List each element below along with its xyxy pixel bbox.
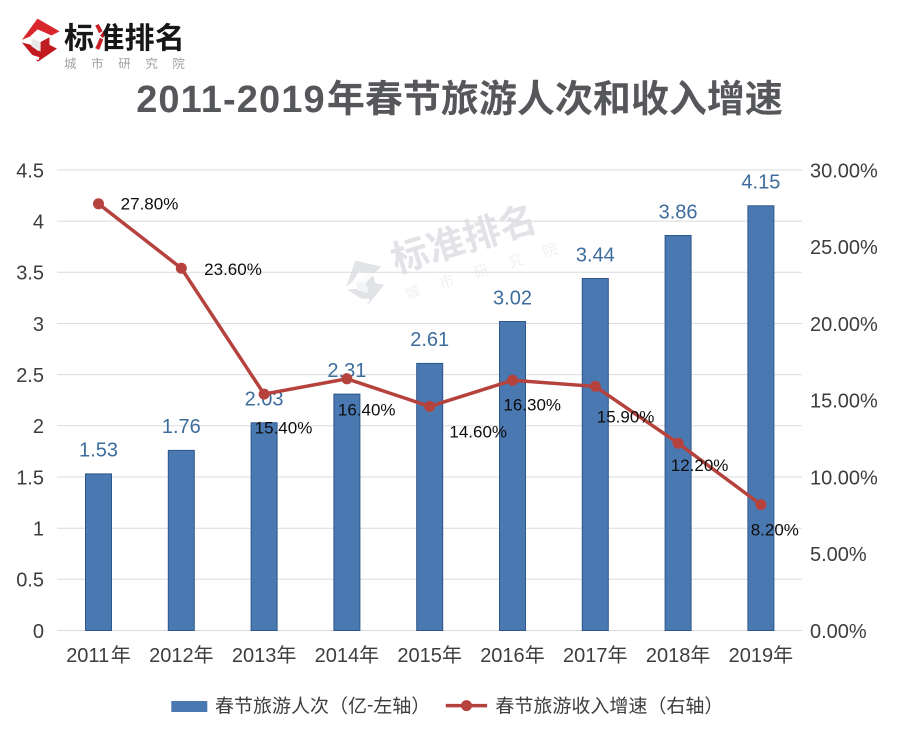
svg-text:2014: 2014	[315, 645, 360, 667]
svg-text:12.20%: 12.20%	[671, 456, 729, 475]
svg-text:2013: 2013	[232, 645, 277, 667]
svg-text:4.5: 4.5	[16, 160, 44, 182]
svg-text:2018: 2018	[646, 645, 691, 667]
svg-text:3.86: 3.86	[659, 201, 698, 223]
svg-text:1.5: 1.5	[16, 467, 44, 489]
svg-text:3.02: 3.02	[493, 287, 532, 309]
svg-text:15.00%: 15.00%	[810, 391, 878, 413]
svg-text:16.40%: 16.40%	[338, 401, 396, 420]
svg-text:2015: 2015	[397, 645, 442, 667]
svg-text:2019: 2019	[729, 645, 774, 667]
svg-text:30.00%: 30.00%	[810, 160, 878, 182]
svg-text:0: 0	[33, 621, 44, 643]
svg-text:2.31: 2.31	[327, 360, 366, 382]
svg-text:1.76: 1.76	[162, 416, 201, 438]
svg-text:8.20%: 8.20%	[751, 520, 799, 539]
svg-text:2012: 2012	[149, 645, 194, 667]
svg-text:-: -	[367, 695, 373, 716]
svg-text:1: 1	[33, 519, 44, 541]
svg-text:0.00%: 0.00%	[810, 621, 867, 643]
svg-text:4.15: 4.15	[741, 172, 780, 194]
svg-text:2.61: 2.61	[410, 329, 449, 351]
svg-text:20.00%: 20.00%	[810, 314, 878, 336]
svg-text:1.53: 1.53	[79, 440, 118, 462]
svg-text:25.00%: 25.00%	[810, 237, 878, 259]
svg-text:2017: 2017	[563, 645, 608, 667]
svg-text:2011-2019: 2011-2019	[136, 79, 326, 121]
svg-text:16.30%: 16.30%	[503, 396, 561, 415]
svg-text:3.44: 3.44	[576, 244, 615, 266]
svg-text:15.40%: 15.40%	[255, 419, 313, 438]
svg-text:2: 2	[33, 416, 44, 438]
svg-text:27.80%: 27.80%	[121, 195, 179, 214]
svg-text:3.5: 3.5	[16, 263, 44, 285]
svg-text:14.60%: 14.60%	[449, 422, 507, 441]
svg-text:4: 4	[33, 211, 44, 233]
svg-text:5.00%: 5.00%	[810, 544, 867, 566]
svg-text:2.5: 2.5	[16, 365, 44, 387]
svg-text:10.00%: 10.00%	[810, 467, 878, 489]
svg-text:2011: 2011	[66, 645, 109, 667]
svg-text:15.90%: 15.90%	[597, 408, 655, 427]
svg-text:2016: 2016	[480, 645, 525, 667]
svg-text:0.5: 0.5	[16, 570, 44, 592]
svg-text:23.60%: 23.60%	[204, 260, 262, 279]
svg-text:3: 3	[33, 314, 44, 336]
